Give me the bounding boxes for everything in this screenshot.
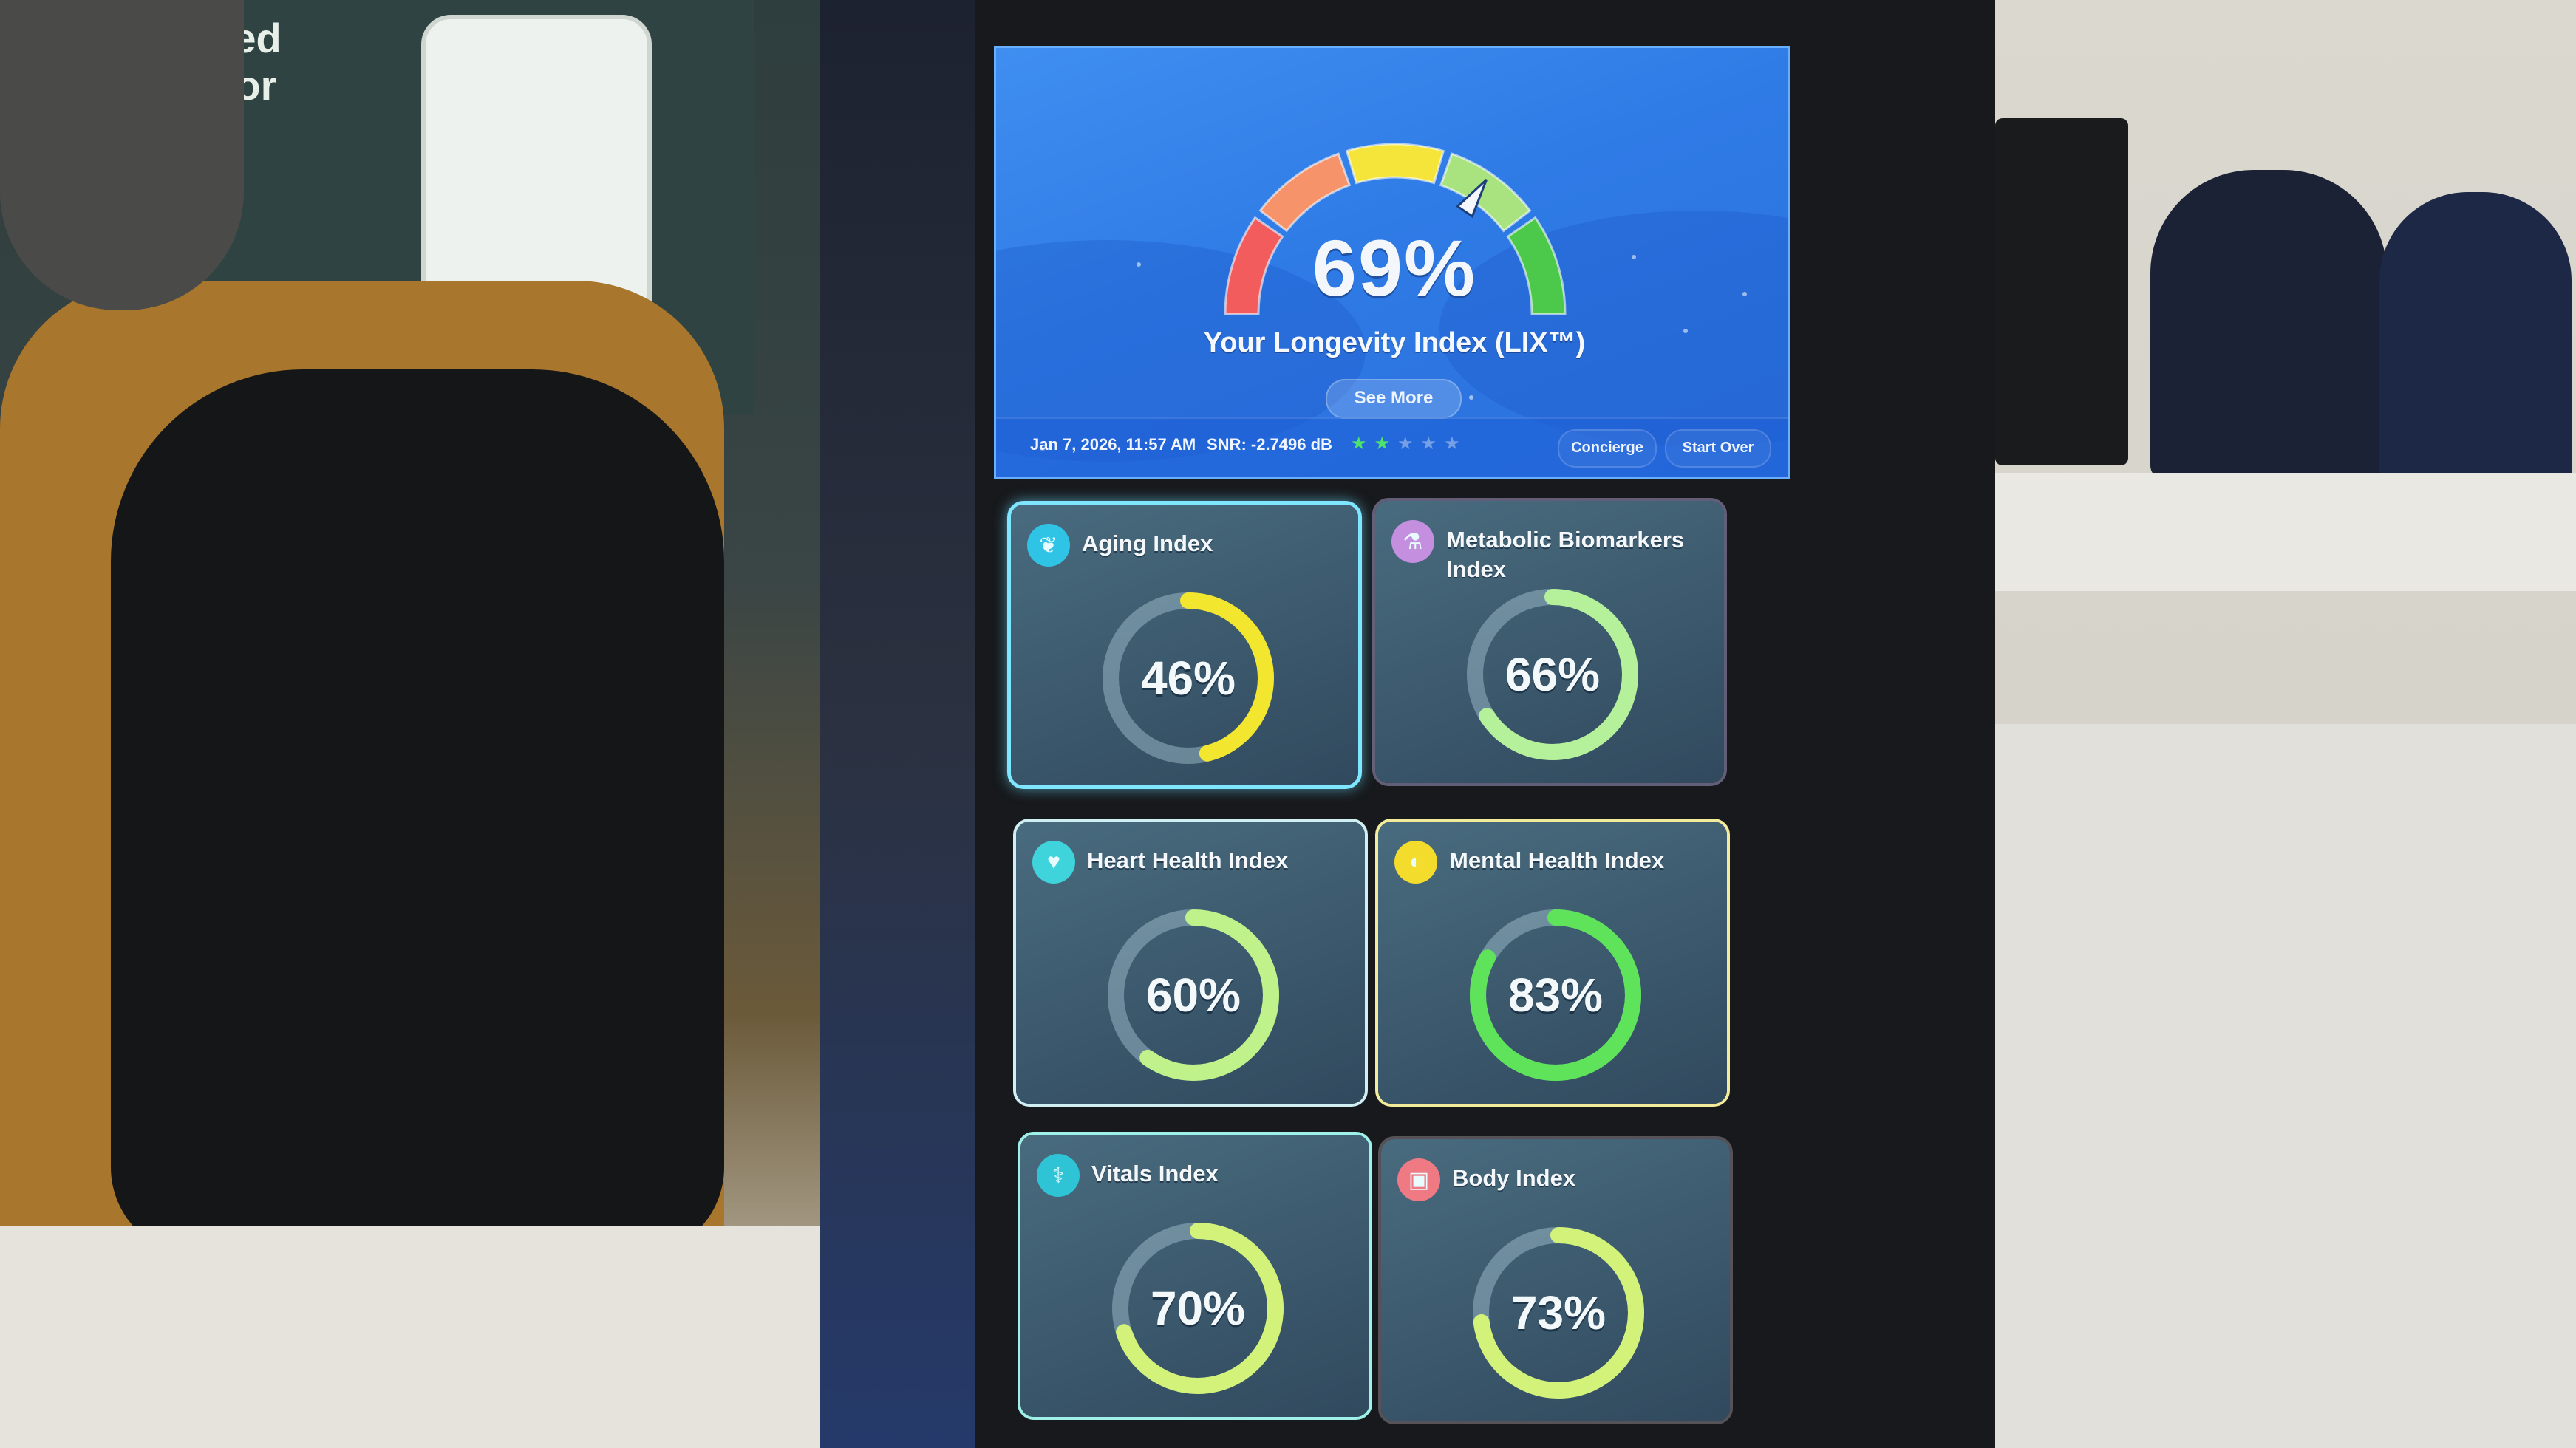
longevity-title: Your Longevity Index (LIX™) <box>1203 327 1586 358</box>
flask-icon: ⚗ <box>1391 520 1434 563</box>
mirror-reflection <box>820 0 1005 1448</box>
card-header: ♥ Heart Health Index <box>1032 841 1357 884</box>
attendee-2 <box>2379 192 2572 488</box>
brain-icon: ◐ <box>1394 841 1437 884</box>
attendee-1 <box>2150 170 2387 480</box>
card-value: 70% <box>1150 1282 1246 1335</box>
backpack <box>111 369 724 1256</box>
card-title: Mental Health Index <box>1449 847 1665 873</box>
gauge-segment-green <box>1506 216 1567 315</box>
timestamp: Jan 7, 2026, 11:57 AM <box>1030 435 1196 454</box>
index-card-aging-index[interactable]: ❦ Aging Index 46% <box>1007 501 1362 789</box>
card-header: ▣ Body Index <box>1397 1158 1723 1201</box>
progress-ring <box>1467 589 1638 760</box>
ring-progress <box>1103 592 1274 764</box>
longevity-value: 69% <box>1312 223 1477 313</box>
counter-base <box>1995 724 2576 1448</box>
longevity-gauge <box>1224 143 1567 315</box>
counter-top <box>1995 473 2576 591</box>
star-icon: ★ <box>1444 434 1460 454</box>
see-more-button[interactable]: See More <box>1326 379 1462 419</box>
person-head <box>0 0 244 310</box>
card-header: ◐ Mental Health Index <box>1394 841 1720 884</box>
star-icon: ★ <box>1374 434 1391 454</box>
ring-progress <box>1467 589 1638 760</box>
ring-progress <box>1108 909 1279 1081</box>
ring-progress <box>1470 909 1641 1081</box>
card-header: ⚕ Vitals Index <box>1037 1154 1362 1197</box>
progress-ring <box>1473 1227 1644 1399</box>
ring-progress <box>1112 1223 1284 1394</box>
card-header: ❦ Aging Index <box>1027 524 1352 567</box>
card-title: Metabolic Biomarkers Index <box>1446 527 1685 582</box>
status-bar: Jan 7, 2026, 11:57 AM SNR: -2.7496 dB ★ ★… <box>996 417 1788 477</box>
stethoscope-icon: ⚕ <box>1037 1154 1080 1197</box>
progress-ring <box>1112 1223 1284 1394</box>
sparkle <box>1469 395 1473 400</box>
progress-ring <box>1103 592 1274 764</box>
index-card-body-index[interactable]: ▣ Body Index 73% <box>1378 1136 1733 1424</box>
gauge-segment-orange <box>1258 152 1352 233</box>
scale-icon: ▣ <box>1397 1158 1440 1201</box>
star-icon: ★ <box>1420 434 1437 454</box>
card-value: 66% <box>1505 648 1601 701</box>
index-card-metabolic-biomarkers-index[interactable]: ⚗ Metabolic Biomarkers Index 66% <box>1372 498 1727 786</box>
signal-quality-stars: ★ ★ ★ ★ ★ <box>1351 434 1460 454</box>
sparkle <box>1742 292 1747 296</box>
star-icon: ★ <box>1397 434 1414 454</box>
index-card-heart-health-index[interactable]: ♥ Heart Health Index 60% <box>1013 819 1368 1107</box>
card-title: Heart Health Index <box>1087 847 1289 873</box>
card-title: Vitals Index <box>1091 1161 1219 1186</box>
progress-ring <box>1470 909 1641 1081</box>
card-value: 60% <box>1145 969 1241 1022</box>
index-card-mental-health-index[interactable]: ◐ Mental Health Index 83% <box>1375 819 1730 1107</box>
snr-reading: SNR: -2.7496 dB <box>1207 435 1332 454</box>
concierge-button[interactable]: Concierge <box>1558 429 1657 468</box>
ring-progress <box>1473 1227 1644 1399</box>
leaf-icon: ❦ <box>1027 524 1070 567</box>
index-card-vitals-index[interactable]: ⚕ Vitals Index 70% <box>1018 1132 1372 1420</box>
heart-pulse-icon: ♥ <box>1032 841 1075 884</box>
card-value: 83% <box>1507 969 1604 1022</box>
sparkle <box>1683 329 1688 333</box>
kiosk-screen: 69% Your Longevity Index (LIX™) See More… <box>994 46 1792 1424</box>
card-value: 46% <box>1140 652 1236 705</box>
longevity-header-panel: 69% Your Longevity Index (LIX™) See More… <box>994 46 1790 479</box>
star-icon: ★ <box>1351 434 1367 454</box>
sparkle <box>1632 255 1636 259</box>
card-title: Body Index <box>1452 1165 1576 1191</box>
monitor-back <box>1995 118 2128 465</box>
card-header: ⚗ Metabolic Biomarkers Index <box>1391 520 1717 584</box>
card-value: 73% <box>1510 1286 1606 1339</box>
card-title: Aging Index <box>1082 530 1213 556</box>
gauge-needle-icon <box>1456 178 1488 219</box>
sparkle <box>1137 262 1141 267</box>
progress-ring <box>1108 909 1279 1081</box>
start-over-button[interactable]: Start Over <box>1665 429 1771 468</box>
gauge-segment-red <box>1224 216 1284 315</box>
counter-bottom-left <box>0 1226 828 1448</box>
gauge-segment-yellow <box>1345 143 1445 185</box>
gauge-segment-light-green <box>1439 152 1532 233</box>
